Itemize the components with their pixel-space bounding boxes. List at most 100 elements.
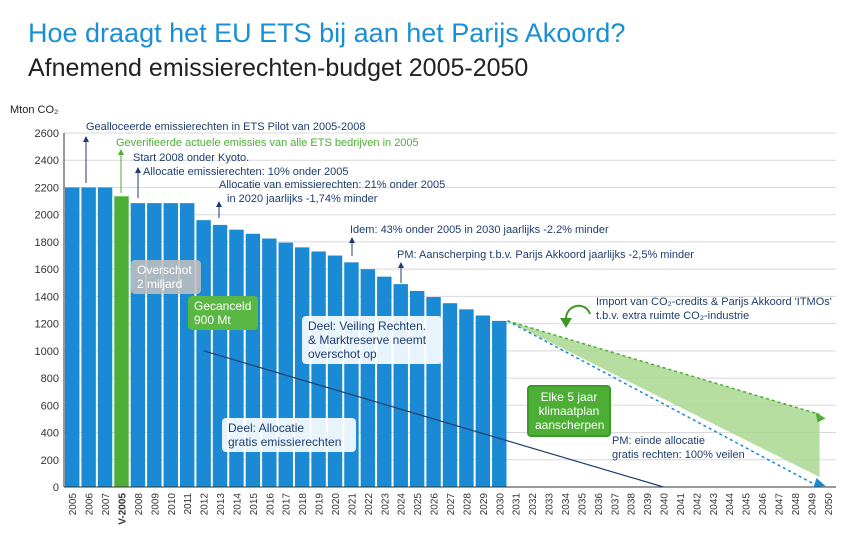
x-tick-label: 2034 bbox=[561, 493, 572, 516]
annotation-1: Geverifieerde actuele emissies van alle … bbox=[116, 137, 419, 149]
bar-2007 bbox=[97, 187, 113, 487]
x-tick-label: 2045 bbox=[742, 493, 753, 516]
annotation-arrowhead bbox=[83, 136, 89, 142]
projection-green-line bbox=[507, 320, 820, 416]
y-axis-label: Mton CO₂ bbox=[10, 104, 59, 116]
page-title: Hoe draagt het EU ETS bij aan het Parijs… bbox=[28, 18, 626, 48]
x-tick-label: 2040 bbox=[660, 493, 671, 516]
veiling-box: Deel: Veiling Rechten. & Marktreserve ne… bbox=[302, 316, 442, 364]
x-tick-label: 2038 bbox=[627, 493, 638, 516]
x-tick-label: 2043 bbox=[709, 493, 720, 516]
x-tick-label: 2020 bbox=[331, 493, 342, 516]
bar-2006 bbox=[81, 187, 96, 487]
annotation-arrowhead bbox=[398, 262, 404, 268]
y-tick-label: 1600 bbox=[35, 264, 59, 276]
pm-note-line1: PM: einde allocatie bbox=[612, 435, 705, 447]
x-tick-label: 2005 bbox=[68, 493, 79, 516]
x-tick-label: 2047 bbox=[775, 493, 786, 516]
x-tick-label: 2046 bbox=[758, 493, 769, 516]
x-tick-label: 2036 bbox=[594, 493, 605, 516]
x-tick-label: 2039 bbox=[643, 493, 654, 516]
bar-2010 bbox=[163, 203, 178, 487]
annotation-arrowhead bbox=[118, 149, 124, 155]
bar-2021 bbox=[344, 262, 359, 487]
x-tick-label: 2008 bbox=[134, 493, 145, 516]
x-tick-label: 2006 bbox=[85, 493, 96, 516]
gecanceld-box: Gecanceld 900 Mt bbox=[188, 296, 258, 330]
projection-blue-line bbox=[507, 320, 820, 488]
bar-2023 bbox=[377, 276, 392, 487]
x-tick-label: 2027 bbox=[446, 493, 457, 516]
bar-2020 bbox=[327, 255, 343, 487]
x-tick-label: 2012 bbox=[200, 493, 211, 516]
projection-blue-arrowhead bbox=[813, 478, 826, 487]
x-tick-label: 2019 bbox=[315, 493, 326, 516]
x-tick-label: 2025 bbox=[413, 493, 424, 516]
x-tick-label: 2041 bbox=[676, 493, 687, 516]
x-tick-label: 2048 bbox=[791, 493, 802, 516]
klimaatplan-box: Elke 5 jaar klimaatplan aanscherpen bbox=[527, 385, 611, 437]
allocatie-box: Deel: Allocatie gratis emissierechten bbox=[222, 418, 356, 452]
annotation-7: PM: Aanscherping t.b.v. Parijs Akkoord j… bbox=[397, 249, 694, 261]
x-tick-label: 2032 bbox=[528, 493, 539, 516]
y-tick-label: 1000 bbox=[35, 346, 59, 358]
bar-2008 bbox=[130, 203, 146, 487]
x-tick-label: 2010 bbox=[167, 493, 178, 516]
x-tick-label: 2029 bbox=[479, 493, 490, 516]
annotation-5: in 2020 jaarlijks -1,74% minder bbox=[227, 193, 378, 205]
x-tick-label: V-2005 bbox=[117, 493, 128, 525]
x-tick-label: 2035 bbox=[577, 493, 588, 516]
import-note-line1: Import van CO₂-credits & Parijs Akkoord … bbox=[596, 296, 832, 308]
x-tick-label: 2013 bbox=[216, 493, 227, 516]
curved-arrow-head bbox=[560, 318, 572, 328]
bar-2030 bbox=[492, 320, 507, 487]
bar-2009 bbox=[147, 203, 162, 487]
x-tick-label: 2037 bbox=[610, 493, 621, 516]
annotation-0: Gealloceerde emissierechten in ETS Pilot… bbox=[86, 121, 365, 133]
x-tick-label: 2042 bbox=[692, 493, 703, 516]
x-tick-label: 2018 bbox=[298, 493, 309, 516]
x-tick-label: 2026 bbox=[430, 493, 441, 516]
x-tick-label: 2031 bbox=[512, 493, 523, 516]
x-tick-label: 2017 bbox=[282, 493, 293, 516]
x-tick-label: 2007 bbox=[101, 493, 112, 516]
allocation-line bbox=[203, 350, 664, 488]
bar-2028 bbox=[459, 309, 474, 487]
projection-area bbox=[507, 320, 820, 477]
x-tick-label: 2014 bbox=[232, 493, 243, 516]
annotation-3: Allocatie emissierechten: 10% onder 2005 bbox=[143, 166, 348, 178]
y-tick-label: 400 bbox=[41, 428, 59, 440]
pm-note-line2: gratis rechten: 100% veilen bbox=[612, 449, 745, 461]
y-tick-label: 800 bbox=[41, 373, 59, 385]
y-tick-label: 2200 bbox=[35, 182, 59, 194]
page-subtitle: Afnemend emissierechten-budget 2005-2050 bbox=[28, 54, 529, 82]
annotation-arrowhead bbox=[135, 167, 141, 173]
y-tick-label: 2000 bbox=[35, 210, 59, 222]
annotation-2: Start 2008 onder Kyoto. bbox=[133, 152, 249, 164]
y-tick-label: 600 bbox=[41, 400, 59, 412]
x-tick-label: 2011 bbox=[183, 493, 194, 515]
overschot-box: Overschot 2 miljard bbox=[131, 260, 201, 294]
x-tick-label: 2016 bbox=[265, 493, 276, 516]
bar-2005 bbox=[65, 187, 80, 487]
bar-2029 bbox=[475, 315, 491, 487]
x-tick-label: 2049 bbox=[807, 493, 818, 516]
bar-2011 bbox=[179, 203, 195, 487]
y-tick-label: 1400 bbox=[35, 291, 59, 303]
annotation-4: Allocatie van emissierechten: 21% onder … bbox=[219, 179, 445, 191]
import-note-line2: t.b.v. extra ruimte CO₂-industrie bbox=[596, 310, 750, 322]
x-tick-label: 2015 bbox=[249, 493, 260, 516]
x-tick-label: 2024 bbox=[397, 493, 408, 516]
projection-green-arrowhead bbox=[815, 412, 826, 423]
x-tick-label: 2021 bbox=[347, 493, 358, 516]
x-tick-label: 2044 bbox=[725, 493, 736, 516]
annotation-6: Idem: 43% onder 2005 in 2030 jaarlijks -… bbox=[350, 224, 609, 236]
annotation-arrowhead bbox=[216, 201, 222, 207]
x-tick-label: 2009 bbox=[150, 493, 161, 516]
x-tick-label: 2022 bbox=[364, 493, 375, 516]
x-tick-label: 2030 bbox=[495, 493, 506, 516]
y-tick-label: 2600 bbox=[35, 128, 59, 140]
bar-2022 bbox=[360, 269, 376, 487]
x-tick-label: 2023 bbox=[380, 493, 391, 516]
bar-2027 bbox=[442, 303, 458, 487]
